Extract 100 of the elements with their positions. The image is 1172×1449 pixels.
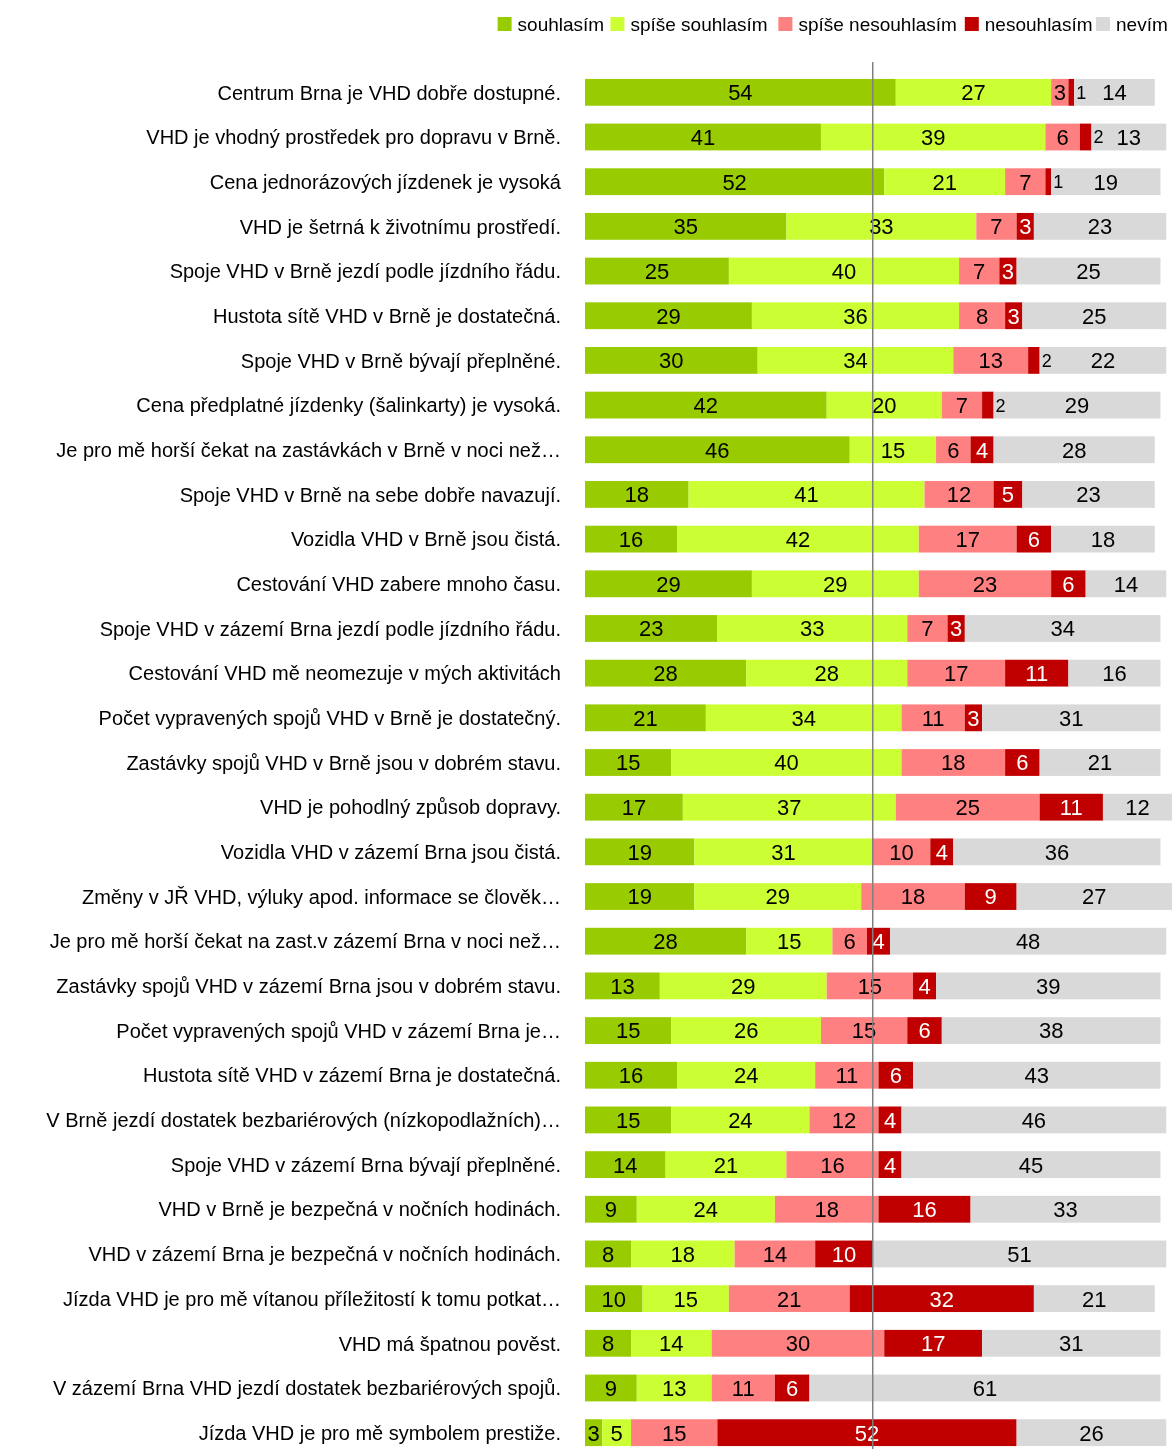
data-label: 14: [1102, 80, 1127, 106]
y-tick-label: V zázemí Brna VHD jezdí dostatek bezbariérových spojů.: [52, 1377, 561, 1400]
bar: [677, 1061, 816, 1089]
data-label: 52: [722, 169, 747, 195]
data-label: 12: [1125, 795, 1150, 821]
data-label: 3: [1007, 303, 1020, 329]
data-label: 30: [785, 1331, 811, 1357]
legend-label: nesouhlasím: [984, 13, 1093, 35]
data-label: 10: [889, 839, 914, 865]
bar: [1039, 749, 1161, 776]
bar: [688, 481, 925, 508]
bar: [751, 570, 919, 598]
bar: [861, 883, 965, 910]
bar: [884, 1329, 983, 1357]
bar: [602, 1419, 632, 1447]
y-tick-label: Spoje VHD v zázemí Brna jezdí podle jízdního řádu.: [99, 617, 561, 640]
bar: [826, 391, 942, 419]
bar: [976, 212, 1017, 240]
bar: [585, 1374, 637, 1402]
bar: [913, 1061, 1161, 1089]
data-label: 30: [659, 348, 684, 374]
bar: [585, 1329, 632, 1357]
data-label: 33: [800, 616, 825, 642]
bar: [585, 391, 827, 419]
bar: [1016, 1419, 1167, 1447]
y-tick-label: Spoje VHD v Brně bývají přeplněné.: [240, 349, 561, 372]
data-label: 42: [785, 527, 811, 553]
bar: [953, 347, 1029, 374]
y-tick-label: Spoje VHD v zázemí Brna bývají přeplněné.: [170, 1153, 561, 1176]
data-label: 7: [921, 616, 934, 642]
bar: [585, 1017, 672, 1044]
bar: [585, 972, 660, 1000]
data-label: 46: [1021, 1107, 1047, 1133]
data-label: 6: [1016, 750, 1029, 776]
bar: [849, 1285, 1034, 1313]
bar: [941, 391, 983, 419]
bar: [1045, 168, 1052, 196]
bar: [659, 972, 827, 1000]
data-label: 8: [601, 1241, 615, 1267]
bar: [671, 749, 902, 776]
y-tick-label: Je pro mě horší čekat na zastávkách v Brně v noci než…: [56, 438, 561, 461]
bar: [1039, 347, 1167, 374]
bar: [890, 927, 1167, 955]
data-label: 16: [820, 1152, 845, 1178]
bar: [694, 838, 873, 866]
legend-label: nevím: [1116, 13, 1168, 35]
bar: [728, 1285, 850, 1313]
data-label: 3: [1019, 214, 1032, 240]
bar: [959, 257, 1000, 285]
bar: [959, 302, 1006, 330]
data-label: 9: [604, 1197, 618, 1223]
bar: [671, 1017, 821, 1044]
bar: [936, 436, 971, 464]
bar: [901, 1106, 1167, 1134]
bar: [774, 1195, 879, 1223]
legend-label: spíše souhlasím: [630, 13, 768, 35]
data-label: 8: [601, 1331, 615, 1357]
data-label: 17: [943, 661, 969, 687]
data-label: 18: [670, 1241, 696, 1267]
data-label: 7: [973, 258, 986, 284]
data-label: 31: [771, 839, 796, 865]
data-label: 15: [777, 929, 802, 955]
bar: [895, 793, 1040, 821]
data-label: 16: [618, 1063, 644, 1089]
data-label: 34: [791, 705, 816, 731]
data-label: 40: [831, 258, 857, 284]
y-tick-label: VHD v Brně je bezpečná v nočních hodinách.: [158, 1198, 561, 1221]
bar: [895, 78, 1052, 106]
bar: [585, 168, 885, 196]
bar: [585, 78, 896, 106]
data-label: 5: [610, 1420, 623, 1446]
y-tick-label: VHD v zázemí Brna je bezpečná v nočních hodinách.: [88, 1243, 561, 1266]
bar: [1005, 168, 1046, 196]
bar: [1074, 78, 1155, 106]
data-label: 11: [731, 1375, 755, 1401]
bar: [585, 123, 821, 151]
y-tick-label: Je pro mě horší čekat na zast.v zázemí Brna v noci než…: [49, 930, 561, 953]
data-label: 15: [615, 1018, 641, 1044]
data-label: 36: [1044, 839, 1070, 865]
data-label: 29: [823, 571, 848, 597]
bar: [585, 749, 672, 776]
data-label: 51: [1007, 1241, 1032, 1267]
data-label: 2: [995, 395, 1006, 416]
y-tick-label: Vozidla VHD v zázemí Brna jsou čistá.: [220, 841, 561, 864]
data-label: 3: [1001, 258, 1015, 284]
data-label: 17: [955, 527, 980, 553]
data-label: 3: [587, 1420, 600, 1446]
bar: [677, 525, 919, 553]
bar: [1051, 570, 1086, 598]
data-label: 19: [627, 884, 652, 910]
data-label: 3: [967, 705, 980, 731]
data-label: 18: [1090, 527, 1116, 553]
bar: [820, 123, 1046, 151]
data-label: 14: [762, 1241, 788, 1267]
y-tick-label: Cena předplatné jízdenky (šalinkarty) je vysoká.: [136, 394, 561, 417]
bar: [746, 927, 833, 955]
bar: [631, 1419, 718, 1447]
y-tick-label: Zastávky spojů VHD v zázemí Brna jsou v dobrém stavu.: [56, 975, 561, 998]
bar: [1022, 302, 1167, 330]
data-label: 11: [1059, 795, 1083, 821]
